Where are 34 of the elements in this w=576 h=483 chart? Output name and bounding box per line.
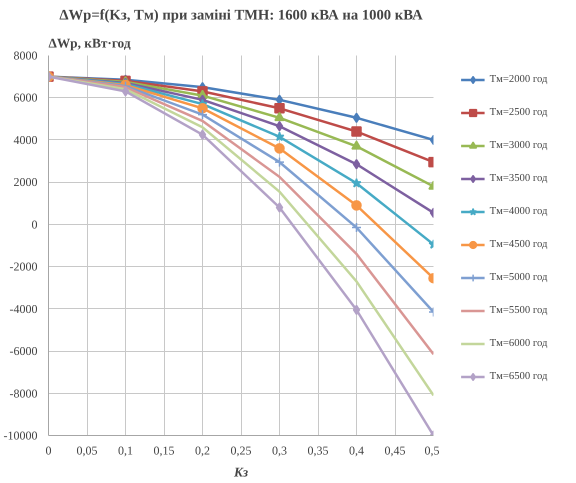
x-tick-label: 0,05 <box>76 444 98 458</box>
y-tick-label: 2000 <box>14 175 38 190</box>
y-tick-label: -4000 <box>10 302 38 316</box>
y-tick-label: 4000 <box>14 132 38 147</box>
y-tick-label: 8000 <box>14 48 38 62</box>
x-tick-label: 0,2 <box>195 444 210 458</box>
x-tick-label: 0,4 <box>349 444 364 458</box>
legend-label: Tм=3500 год <box>490 172 548 186</box>
legend-label: Tм=2500 год <box>490 106 548 120</box>
legend-label: Tм=6500 год <box>490 370 548 384</box>
y-axis-title: ΔWр, кВт·год <box>48 36 131 50</box>
legend-label: Tм=5000 год <box>490 271 548 285</box>
y-tick-label: 0 <box>32 217 38 232</box>
legend-label: Tм=5500 год <box>490 304 548 318</box>
legend-label: Tм=3000 год <box>490 139 548 153</box>
chart-title: ΔWр=f(Kз, Tм) при заміні ТМН: 1600 кВА на 1000 кВА <box>59 8 424 24</box>
y-tick-label: -10000 <box>4 428 38 442</box>
x-tick-label: 0,45 <box>384 444 406 458</box>
x-axis-title: Kз <box>232 464 248 480</box>
x-tick-label: 0,35 <box>308 444 328 458</box>
x-tick-label: 0,5 <box>424 444 440 458</box>
y-tick-label: -2000 <box>10 260 38 274</box>
y-tick-label: 6000 <box>14 90 38 105</box>
x-tick-label: 0,25 <box>230 444 252 458</box>
legend-label: Tм=2000 год <box>490 73 548 87</box>
y-tick-label: -8000 <box>10 386 38 400</box>
x-tick-label: 0,1 <box>118 444 133 458</box>
legend-label: Tм=4500 год <box>490 238 548 252</box>
legend-label: Tм=6000 год <box>490 337 548 351</box>
x-tick-label: 0,3 <box>272 444 287 458</box>
y-tick-label: -6000 <box>10 344 38 358</box>
x-tick-label: 0,15 <box>154 444 174 458</box>
legend-label: Tм=4000 год <box>490 205 548 219</box>
x-tick-label: 0 <box>46 444 52 458</box>
